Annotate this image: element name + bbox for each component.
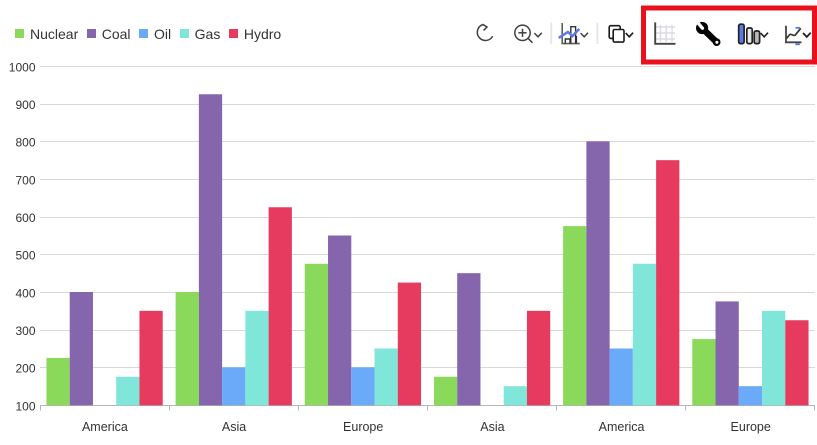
svg-text:Europe: Europe: [731, 420, 771, 434]
svg-text:Asia: Asia: [480, 420, 504, 434]
svg-text:600: 600: [15, 211, 35, 225]
svg-text:America: America: [599, 420, 645, 434]
svg-text:100: 100: [15, 399, 35, 413]
svg-text:500: 500: [15, 249, 35, 263]
svg-text:900: 900: [15, 98, 35, 112]
svg-text:400: 400: [15, 286, 35, 300]
svg-text:800: 800: [15, 136, 35, 150]
svg-text:300: 300: [15, 324, 35, 338]
svg-text:Asia: Asia: [222, 420, 246, 434]
svg-text:700: 700: [15, 173, 35, 187]
svg-text:America: America: [82, 420, 128, 434]
svg-text:200: 200: [15, 362, 35, 376]
svg-text:Europe: Europe: [343, 420, 383, 434]
svg-text:1000: 1000: [9, 60, 36, 74]
